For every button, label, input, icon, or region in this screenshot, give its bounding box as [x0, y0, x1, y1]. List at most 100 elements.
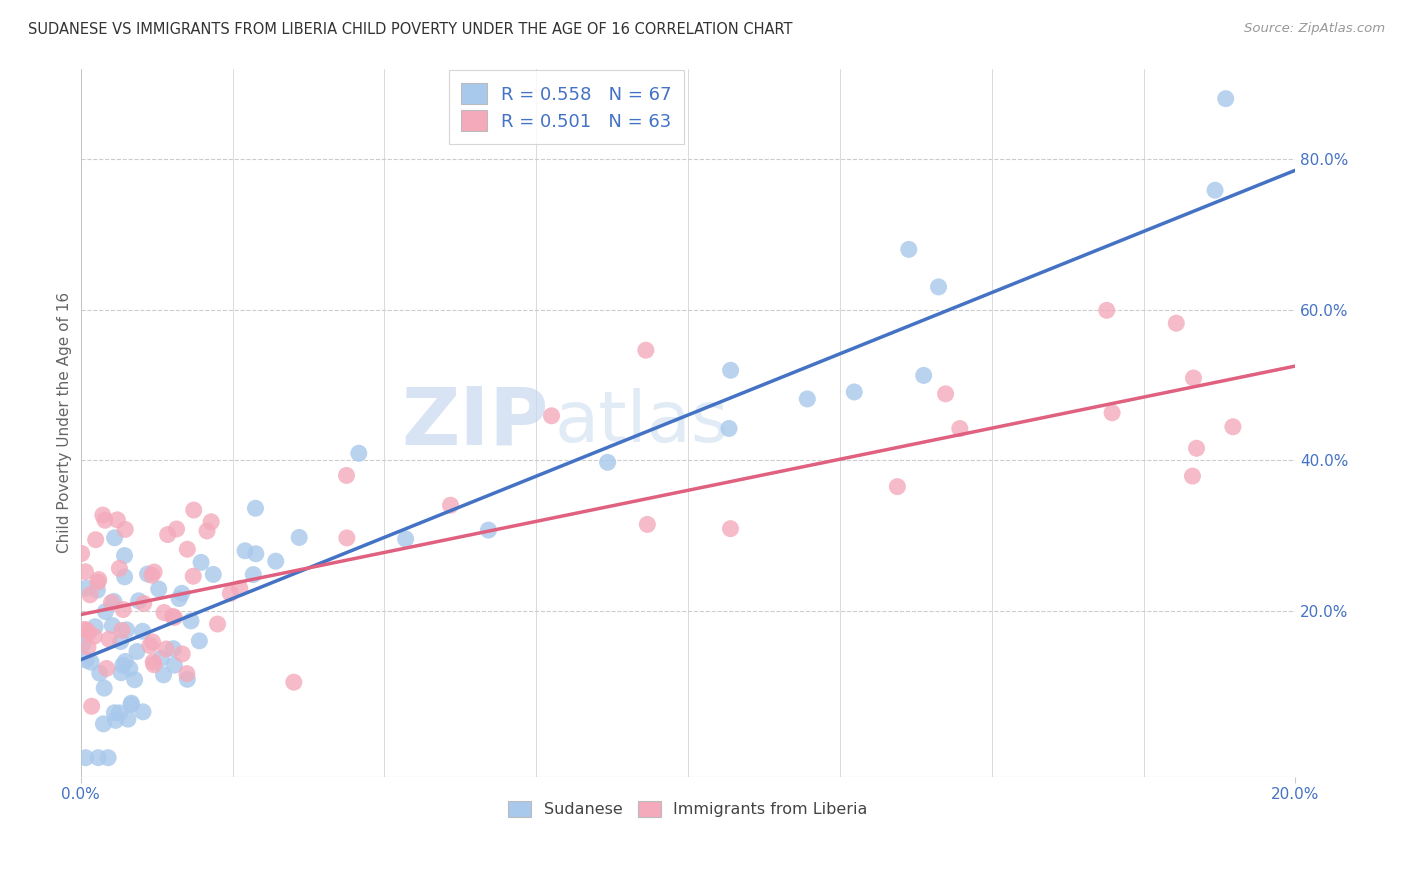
Point: [75, 565, 97, 579]
Text: SUDANESE VS IMMIGRANTS FROM LIBERIA CHILD POVERTY UNDER THE AGE OF 16 CORRELATIO: SUDANESE VS IMMIGRANTS FROM LIBERIA CHIL…: [28, 22, 793, 37]
Point: [634, 343, 657, 358]
Point: [132, 597, 155, 611]
Point: [136, 566, 159, 581]
Point: [928, 280, 950, 294]
Point: [70, 546, 93, 560]
Point: [110, 665, 132, 680]
Point: [188, 633, 211, 648]
Point: [98, 632, 121, 647]
Point: [76, 624, 98, 638]
Point: [636, 517, 658, 532]
Y-axis label: Child Poverty Under the Age of 16: Child Poverty Under the Age of 16: [58, 292, 72, 553]
Point: [1182, 371, 1205, 385]
Point: [141, 635, 163, 649]
Point: [176, 666, 198, 681]
Point: [84, 533, 107, 547]
Point: [912, 368, 935, 383]
Point: [118, 662, 141, 676]
Point: [110, 634, 132, 648]
Point: [181, 569, 204, 583]
Point: [207, 617, 229, 632]
Point: [886, 480, 908, 494]
Text: Source: ZipAtlas.com: Source: ZipAtlas.com: [1244, 22, 1385, 36]
Point: [596, 455, 619, 469]
Point: [108, 706, 131, 720]
Point: [1181, 469, 1204, 483]
Point: [96, 661, 118, 675]
Point: [335, 468, 357, 483]
Point: [242, 567, 264, 582]
Point: [264, 554, 287, 568]
Point: [477, 523, 499, 537]
Point: [87, 750, 110, 764]
Point: [77, 626, 100, 640]
Point: [394, 532, 416, 546]
Point: [166, 522, 188, 536]
Point: [796, 392, 818, 406]
Point: [87, 573, 110, 587]
Point: [104, 531, 127, 545]
Point: [897, 243, 920, 257]
Point: [148, 582, 170, 596]
Point: [1215, 92, 1237, 106]
Point: [142, 655, 165, 669]
Point: [100, 596, 122, 610]
Point: [152, 668, 174, 682]
Point: [93, 681, 115, 695]
Point: [143, 565, 166, 579]
Point: [94, 513, 117, 527]
Point: [200, 515, 222, 529]
Point: [103, 594, 125, 608]
Point: [84, 620, 107, 634]
Point: [72, 638, 94, 652]
Point: [114, 523, 136, 537]
Point: [347, 446, 370, 460]
Point: [219, 586, 242, 600]
Text: ZIP: ZIP: [401, 384, 548, 461]
Point: [93, 716, 115, 731]
Point: [245, 547, 267, 561]
Point: [180, 614, 202, 628]
Point: [97, 750, 120, 764]
Point: [108, 561, 131, 575]
Point: [114, 655, 136, 669]
Point: [720, 363, 742, 377]
Point: [162, 609, 184, 624]
Point: [190, 555, 212, 569]
Point: [717, 421, 740, 435]
Point: [115, 623, 138, 637]
Point: [142, 657, 165, 672]
Point: [1166, 316, 1188, 330]
Point: [163, 658, 186, 673]
Text: atlas: atlas: [554, 388, 728, 457]
Point: [202, 567, 225, 582]
Point: [89, 666, 111, 681]
Point: [153, 606, 176, 620]
Point: [125, 644, 148, 658]
Point: [112, 602, 135, 616]
Point: [128, 594, 150, 608]
Point: [104, 714, 127, 728]
Point: [935, 387, 957, 401]
Point: [111, 624, 134, 638]
Point: [229, 582, 252, 596]
Point: [336, 531, 359, 545]
Point: [167, 591, 190, 606]
Point: [949, 421, 972, 435]
Point: [86, 583, 108, 598]
Point: [540, 409, 562, 423]
Point: [172, 647, 194, 661]
Point: [1204, 183, 1226, 197]
Point: [176, 542, 198, 557]
Point: [141, 568, 163, 582]
Point: [124, 673, 146, 687]
Point: [111, 658, 134, 673]
Point: [1222, 419, 1244, 434]
Point: [1095, 303, 1118, 318]
Point: [79, 588, 101, 602]
Point: [75, 581, 97, 595]
Point: [94, 605, 117, 619]
Point: [132, 705, 155, 719]
Point: [720, 522, 742, 536]
Point: [163, 610, 186, 624]
